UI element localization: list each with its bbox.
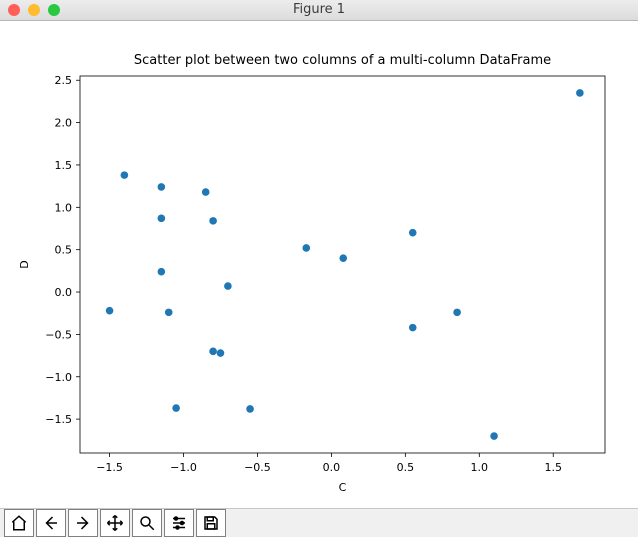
y-tick-label: 1.5 xyxy=(55,159,73,172)
sliders-icon xyxy=(170,514,188,532)
magnify-icon xyxy=(138,514,156,532)
y-tick-label: 0.5 xyxy=(55,243,73,256)
scatter-point xyxy=(409,228,417,236)
scatter-point xyxy=(224,282,232,290)
subplots-button[interactable] xyxy=(164,509,194,537)
pan-button[interactable] xyxy=(100,509,130,537)
scatter-point xyxy=(409,323,417,331)
scatter-point xyxy=(209,347,217,355)
figure-window: Figure 1 −1.5−1.0−0.50.00.51.01.5−1.5−1.… xyxy=(0,0,638,537)
scatter-point xyxy=(158,183,166,191)
traffic-lights xyxy=(8,4,60,16)
x-tick-label: −1.0 xyxy=(170,461,197,474)
x-tick-label: −0.5 xyxy=(244,461,271,474)
zoom-button-window[interactable] xyxy=(48,4,60,16)
scatter-point xyxy=(576,89,584,97)
home-button[interactable] xyxy=(4,509,34,537)
x-tick-label: 1.0 xyxy=(471,461,489,474)
scatter-point xyxy=(453,308,461,316)
y-tick-label: 1.0 xyxy=(55,201,73,214)
scatter-point xyxy=(106,306,114,314)
scatter-point xyxy=(490,432,498,440)
y-tick-label: −1.0 xyxy=(45,370,72,383)
y-tick-label: 2.0 xyxy=(55,116,73,129)
scatter-point xyxy=(172,404,180,412)
y-tick-label: 0.0 xyxy=(55,286,73,299)
back-button[interactable] xyxy=(36,509,66,537)
scatter-point xyxy=(121,171,129,179)
scatter-point xyxy=(217,349,225,357)
scatter-point xyxy=(302,244,310,252)
minimize-button[interactable] xyxy=(28,4,40,16)
floppy-icon xyxy=(202,514,220,532)
y-tick-label: 2.5 xyxy=(55,74,73,87)
scatter-point xyxy=(209,217,217,225)
x-tick-label: −1.5 xyxy=(96,461,123,474)
y-tick-label: −1.5 xyxy=(45,413,72,426)
scatter-point xyxy=(158,267,166,275)
x-axis-label: C xyxy=(339,481,347,494)
nav-toolbar xyxy=(0,508,638,537)
scatter-point xyxy=(202,188,210,196)
move-icon xyxy=(106,514,124,532)
scatter-point xyxy=(339,254,347,262)
scatter-point xyxy=(158,214,166,222)
x-tick-label: 1.5 xyxy=(544,461,562,474)
forward-button[interactable] xyxy=(68,509,98,537)
scatter-point xyxy=(246,405,254,413)
y-axis-label: D xyxy=(18,260,31,268)
chart-title: Scatter plot between two columns of a mu… xyxy=(134,53,551,68)
arrow-right-icon xyxy=(74,514,92,532)
x-tick-label: 0.5 xyxy=(397,461,415,474)
scatter-point xyxy=(165,308,173,316)
close-button[interactable] xyxy=(8,4,20,16)
x-tick-label: 0.0 xyxy=(323,461,341,474)
arrow-left-icon xyxy=(42,514,60,532)
titlebar: Figure 1 xyxy=(0,0,638,21)
figure-canvas[interactable]: −1.5 −1.0 −0.5 0.0 0.5 1.0 1.5 −1.5 −1.0 −0.5 0.0 0… xyxy=(0,21,638,508)
zoom-button[interactable] xyxy=(132,509,162,537)
window-title: Figure 1 xyxy=(0,2,638,17)
home-icon xyxy=(10,514,28,532)
y-tick-label: −0.5 xyxy=(45,328,72,341)
chart-background xyxy=(0,21,638,504)
save-button[interactable] xyxy=(196,509,226,537)
